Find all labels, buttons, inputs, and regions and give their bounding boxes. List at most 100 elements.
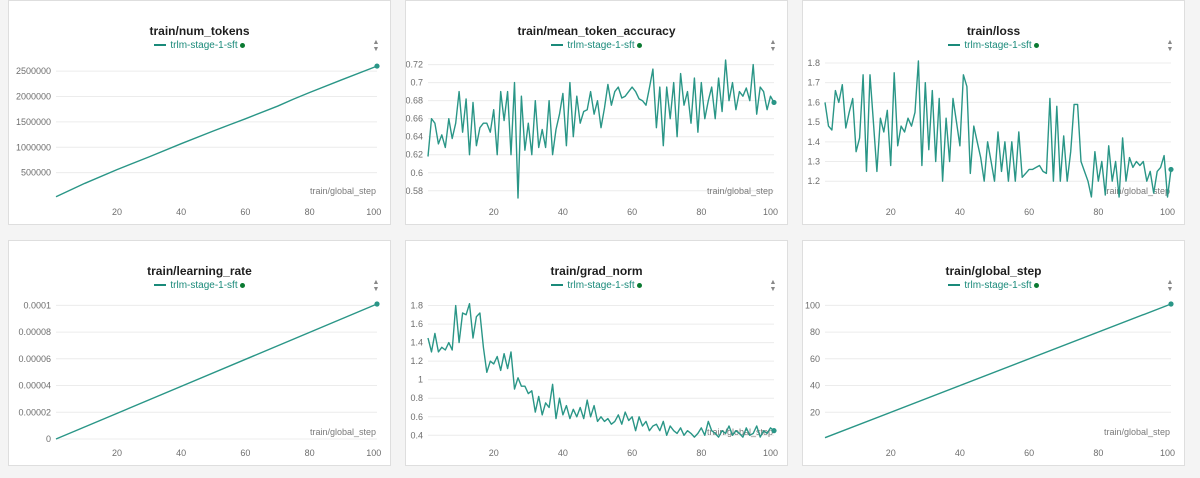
x-tick-label: 40 (558, 207, 568, 217)
series-line[interactable] (55, 65, 378, 198)
sort-toggle-icon[interactable]: ▲ ▼ (372, 279, 380, 293)
x-tick-label: 60 (1024, 207, 1034, 217)
x-tick-label: 40 (176, 207, 186, 217)
chart-svg: 0.58 0.6 0.62 0.64 0.66 0.68 0.7 0.72 20 40 60 80 10… (406, 59, 778, 217)
x-tick-label: 80 (1093, 207, 1103, 217)
x-tick-label: 20 (489, 207, 499, 217)
y-tick-label: 0.7 (410, 78, 423, 88)
x-tick-label: 60 (627, 207, 637, 217)
y-tick-label: 0.62 (406, 150, 423, 160)
series-line[interactable] (427, 59, 775, 199)
x-tick-label: 80 (1093, 448, 1103, 458)
y-tick-label: 0.68 (406, 96, 423, 106)
y-tick-label: 2000000 (16, 92, 51, 102)
y-tick-label: 40 (810, 381, 820, 391)
legend-label: trlm-stage-1-sft (964, 40, 1032, 51)
last-point-marker[interactable] (1168, 166, 1174, 173)
chart-svg: 20 40 60 80 100 20 40 60 80 100 train/global_step (805, 300, 1175, 458)
last-point-marker[interactable] (771, 99, 777, 106)
chart-legend[interactable]: trlm-stage-1-sft (9, 280, 390, 291)
legend-label: trlm-stage-1-sft (170, 40, 238, 51)
y-tick-label: 0.58 (406, 186, 423, 196)
chart-title: train/mean_token_accuracy (517, 24, 676, 38)
legend-line-icon (948, 284, 961, 287)
series-line[interactable] (824, 60, 1172, 198)
x-tick-label: 100 (1160, 448, 1175, 458)
x-tick-label: 20 (112, 448, 122, 458)
chart-legend[interactable]: trlm-stage-1-sft (9, 40, 390, 51)
chart-panel-loss: train/loss trlm-stage-1-sft ▲ ▼ 1.2 1.3 1.4… (802, 0, 1185, 225)
x-tick-label: 80 (305, 448, 315, 458)
y-tick-label: 0.0001 (23, 300, 51, 310)
legend-line-icon (948, 44, 961, 47)
x-tick-label: 40 (176, 448, 186, 458)
chart-svg: 500000 1000000 1500000 2000000 2500000 20 40 60… (16, 63, 381, 217)
chart-legend[interactable]: trlm-stage-1-sft (406, 40, 787, 51)
chart-title: train/loss (966, 24, 1021, 38)
y-tick-label: 20 (810, 407, 820, 417)
chart-panel-global-step: train/global_step trlm-stage-1-sft ▲ ▼ 20… (802, 240, 1185, 466)
last-point-marker[interactable] (374, 63, 380, 69)
sort-toggle-icon[interactable]: ▲ ▼ (1166, 39, 1174, 53)
x-axis-title: train/global_step (707, 186, 773, 196)
y-tick-label: 1.2 (410, 356, 423, 366)
x-tick-label: 100 (763, 448, 778, 458)
y-tick-label: 1.6 (410, 319, 423, 329)
series-line[interactable] (824, 303, 1172, 439)
x-axis-title: train/global_step (1104, 427, 1170, 437)
y-tick-label: 2500000 (16, 66, 51, 76)
chart-legend[interactable]: trlm-stage-1-sft (406, 280, 787, 291)
legend-dot-icon (636, 42, 642, 48)
chart-title: train/global_step (945, 264, 1042, 278)
y-tick-label: 1.8 (807, 58, 820, 68)
legend-line-icon (551, 44, 564, 47)
x-tick-label: 60 (240, 207, 250, 217)
x-tick-label: 60 (240, 448, 250, 458)
x-tick-label: 60 (1024, 448, 1034, 458)
y-tick-label: 1.4 (807, 137, 820, 147)
y-tick-label: 0.66 (406, 114, 423, 124)
x-tick-label: 20 (112, 207, 122, 217)
sort-toggle-icon[interactable]: ▲ ▼ (769, 279, 777, 293)
sort-toggle-icon[interactable]: ▲ ▼ (769, 39, 777, 53)
y-tick-label: 80 (810, 327, 820, 337)
chart-panel-num-tokens: train/num_tokens trlm-stage-1-sft ▲ ▼ 500… (8, 0, 391, 225)
x-tick-label: 40 (558, 448, 568, 458)
chart-title: train/grad_norm (550, 264, 643, 278)
x-tick-label: 40 (955, 448, 965, 458)
x-tick-label: 60 (627, 448, 637, 458)
last-point-marker[interactable] (1168, 301, 1174, 307)
sort-toggle-icon[interactable]: ▲ ▼ (1166, 279, 1174, 293)
y-tick-label: 0.8 (410, 393, 423, 403)
chart-legend[interactable]: trlm-stage-1-sft (803, 40, 1184, 51)
y-tick-label: 0.4 (410, 430, 423, 440)
chart-svg: 0 0.00002 0.00004 0.00006 0.00008 0.0001 20 40 6… (18, 300, 381, 458)
y-tick-label: 1.2 (807, 176, 820, 186)
sort-toggle-icon[interactable]: ▲ ▼ (372, 39, 380, 53)
y-tick-label: 0.00008 (18, 327, 51, 337)
y-tick-label: 0.6 (410, 412, 423, 422)
x-tick-label: 100 (366, 207, 381, 217)
y-tick-label: 0 (46, 434, 51, 444)
chart-legend[interactable]: trlm-stage-1-sft (803, 280, 1184, 291)
x-tick-label: 100 (1160, 207, 1175, 217)
x-tick-label: 100 (366, 448, 381, 458)
series-line[interactable] (55, 303, 378, 440)
x-tick-label: 20 (886, 448, 896, 458)
legend-dot-icon (239, 42, 245, 48)
last-point-marker[interactable] (374, 301, 380, 307)
x-axis-title: train/global_step (707, 427, 773, 437)
chart-panel-mean-token-accuracy: train/mean_token_accuracy trlm-stage-1-s… (405, 0, 788, 225)
y-tick-label: 1.4 (410, 338, 423, 348)
y-tick-label: 100 (805, 300, 820, 310)
y-tick-label: 0.00004 (18, 381, 51, 391)
y-tick-label: 1.8 (410, 301, 423, 311)
legend-label: trlm-stage-1-sft (567, 280, 635, 291)
y-tick-label: 0.00002 (18, 407, 51, 417)
y-tick-label: 1000000 (16, 142, 51, 152)
legend-line-icon (551, 284, 564, 287)
series-line[interactable] (427, 303, 775, 438)
y-tick-label: 1.3 (807, 157, 820, 167)
y-tick-label: 1.6 (807, 97, 820, 107)
last-point-marker[interactable] (771, 428, 777, 434)
